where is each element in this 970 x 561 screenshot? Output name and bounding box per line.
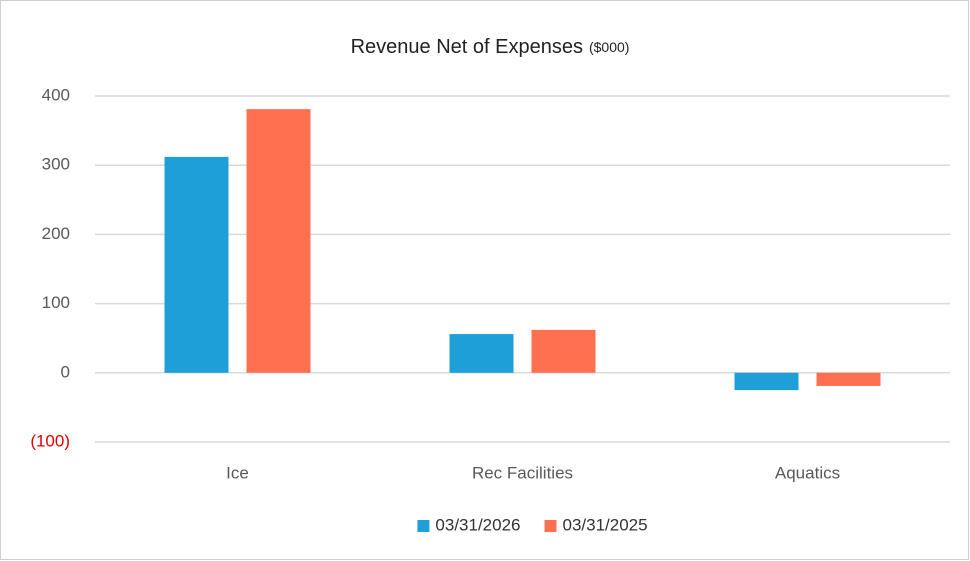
y-tick-label: 300 [42, 155, 70, 174]
x-tick-label: Rec Facilities [472, 463, 573, 482]
y-tick-label: (100) [30, 431, 70, 450]
x-tick-label: Aquatics [775, 463, 840, 482]
legend-item: 03/31/2025 [544, 515, 648, 534]
bar [816, 372, 881, 386]
bar [246, 109, 311, 373]
bar [531, 329, 596, 373]
title-main: Revenue Net of Expenses [351, 36, 583, 58]
y-tick-label: 400 [42, 85, 70, 104]
legend-label: 03/31/2026 [435, 515, 520, 534]
legend-swatch [417, 520, 430, 532]
legend-item: 03/31/2026 [417, 515, 521, 534]
y-tick-label: 200 [42, 224, 70, 243]
legend-swatch [544, 520, 557, 532]
bar [164, 156, 229, 373]
x-tick-label: Ice [226, 463, 249, 482]
chart-title: Revenue Net of Expenses ($000) [351, 36, 630, 58]
y-tick-label: 100 [42, 293, 70, 312]
y-tick-label: 0 [61, 362, 70, 381]
bar [449, 334, 514, 373]
bar [734, 372, 799, 391]
legend-label: 03/31/2025 [563, 515, 648, 534]
title-unit: ($000) [589, 39, 629, 55]
